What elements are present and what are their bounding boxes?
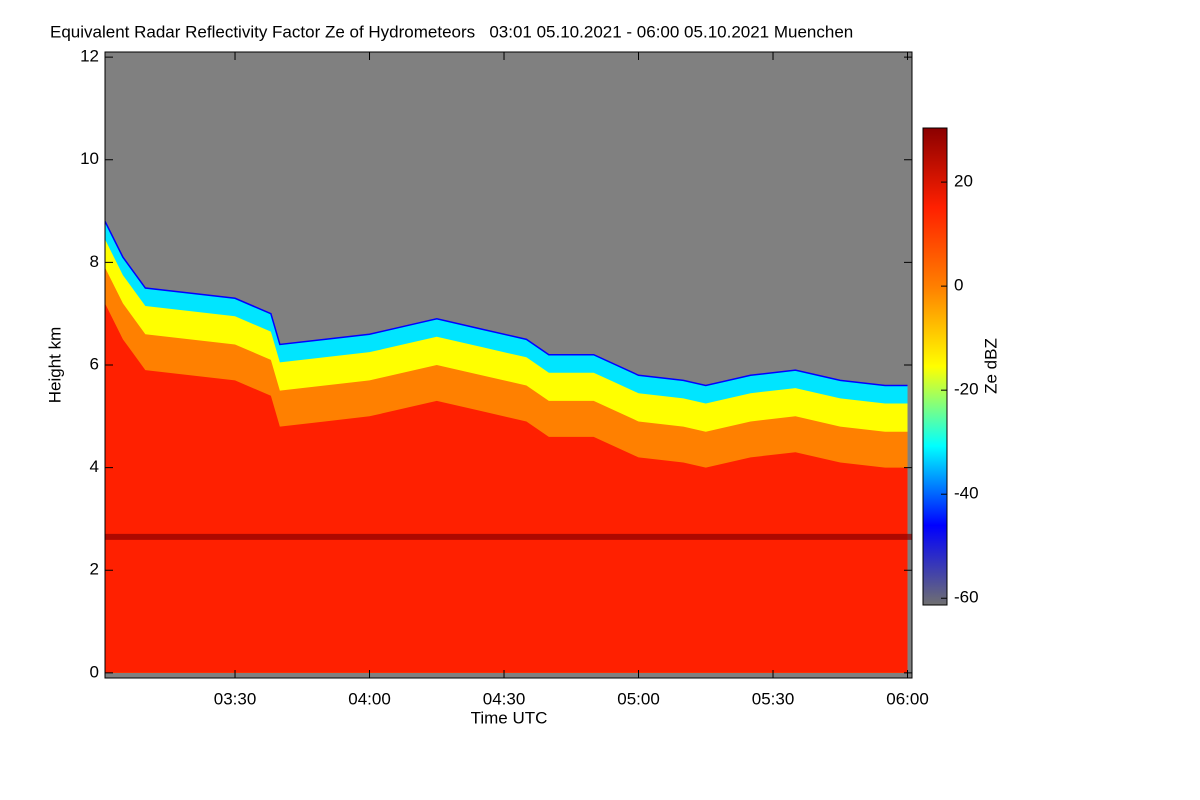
chart-title: Equivalent Radar Reflectivity Factor Ze … bbox=[50, 22, 853, 41]
y-tick-label: 4 bbox=[90, 457, 99, 476]
colorbar-tick-label: -60 bbox=[954, 588, 979, 607]
x-tick-label: 06:00 bbox=[886, 689, 929, 708]
colorbar-tick-label: 20 bbox=[954, 172, 973, 191]
x-tick-label: 04:30 bbox=[483, 689, 526, 708]
colorbar-tick-label: 0 bbox=[954, 276, 963, 295]
x-tick-label: 03:30 bbox=[214, 689, 257, 708]
x-axis-label: Time UTC bbox=[471, 708, 548, 727]
y-axis-label: Height km bbox=[45, 327, 64, 404]
colorbar-tick-label: -40 bbox=[954, 484, 979, 503]
echo-band bbox=[105, 303, 908, 673]
x-tick-label: 05:00 bbox=[617, 689, 660, 708]
echo-top-edge bbox=[105, 220, 908, 387]
y-tick-label: 8 bbox=[90, 252, 99, 271]
colorbar-tick-label: -20 bbox=[954, 380, 979, 399]
y-tick-label: 0 bbox=[90, 662, 99, 681]
plot-area bbox=[105, 220, 912, 673]
colorbar bbox=[922, 127, 948, 606]
colorbar-label: Ze dBZ bbox=[981, 338, 1000, 394]
y-tick-label: 10 bbox=[80, 149, 99, 168]
x-tick-label: 05:30 bbox=[752, 689, 795, 708]
x-tick-label: 04:00 bbox=[348, 689, 391, 708]
y-tick-label: 12 bbox=[80, 47, 99, 66]
y-tick-label: 6 bbox=[90, 354, 99, 373]
y-tick-label: 2 bbox=[90, 560, 99, 579]
